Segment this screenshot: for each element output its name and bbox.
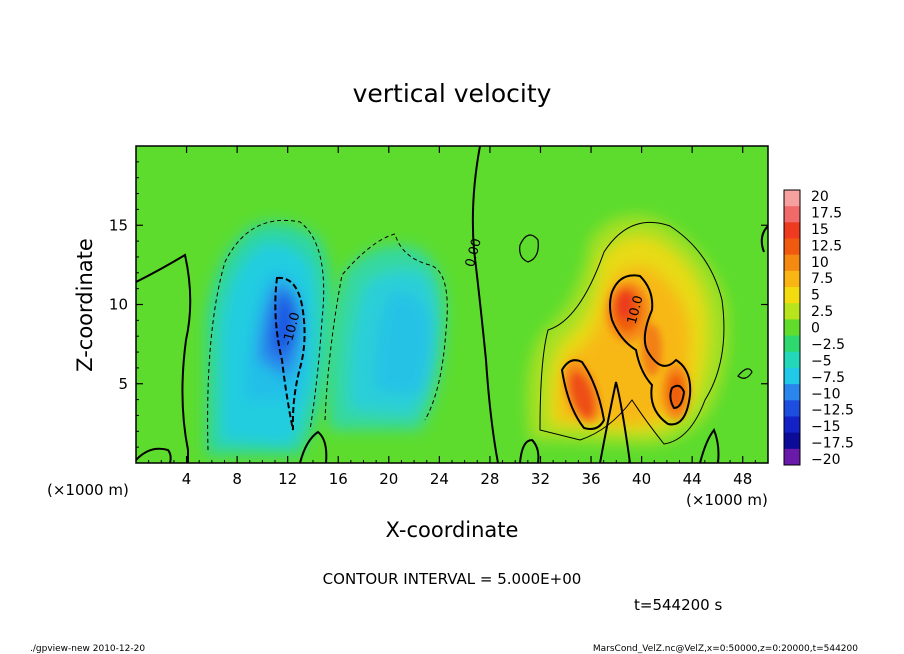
x-tick-label: 32 xyxy=(531,470,550,488)
colorbar-swatch xyxy=(784,448,800,466)
chart-title: vertical velocity xyxy=(353,79,552,108)
x-tick-label: 36 xyxy=(581,470,600,488)
colorbar-label: −2.5 xyxy=(811,337,845,353)
colorbar-swatch xyxy=(784,416,800,434)
zero-contour-left xyxy=(136,253,192,463)
colorbar-swatch xyxy=(784,222,800,239)
colorbar-swatch xyxy=(784,384,800,401)
x-tick-label: 44 xyxy=(683,470,702,488)
footer-right-text: MarsCond_VelZ.nc@VelZ,x=0:50000,z=0:2000… xyxy=(593,644,858,654)
colorbar-label: 15 xyxy=(811,222,829,238)
colorbar-swatch xyxy=(784,303,800,320)
x-tick-label: 24 xyxy=(430,470,449,488)
x-axis: 4 8 12 16 20 24 28 32 36 40 44 48 xyxy=(148,146,756,488)
x-axis-label: X-coordinate xyxy=(386,518,519,542)
negative-region-left xyxy=(206,222,334,455)
x-tick-label: 28 xyxy=(480,470,499,488)
colorbar-swatch xyxy=(784,400,800,417)
colorbar-label: 0 xyxy=(811,321,820,337)
colorbar-swatch xyxy=(784,254,800,272)
x-unit-left: (×1000 m) xyxy=(47,481,129,499)
colorbar-label: 10 xyxy=(811,255,829,271)
contour-label: 0.00 xyxy=(463,237,485,269)
colorbar-label: −17.5 xyxy=(811,436,854,452)
colorbar-frame xyxy=(783,189,801,466)
x-tick-label: 8 xyxy=(232,470,242,488)
colorbar-swatch xyxy=(784,238,800,256)
colorbar-label: 2.5 xyxy=(811,304,833,320)
colorbar-swatch xyxy=(784,319,800,336)
y-tick-label: 5 xyxy=(118,375,128,393)
colorbar-label: −10 xyxy=(811,386,841,402)
footer-left-text: ./gpview-new 2010-12-20 xyxy=(30,644,145,654)
y-tick-label: 10 xyxy=(109,296,128,314)
contour-label: 10.0 xyxy=(625,294,647,326)
colorbar-label: −5 xyxy=(811,353,832,369)
colorbar-swatch xyxy=(784,206,800,223)
colorbar-swatch xyxy=(784,432,800,450)
y-tick-label: 15 xyxy=(109,216,128,234)
colorbar-swatch xyxy=(784,335,800,353)
positive-contour-core-left xyxy=(560,359,606,430)
colorbar-label: 17.5 xyxy=(811,205,842,221)
x-tick-label: 20 xyxy=(379,470,398,488)
x-tick-label: 4 xyxy=(182,470,192,488)
positive-contour-core-upper xyxy=(609,274,692,426)
colorbar-swatch xyxy=(784,270,800,288)
contour-interval-text: CONTOUR INTERVAL = 5.000E+00 xyxy=(323,570,582,588)
y-axis-label: Z-coordinate xyxy=(73,238,97,372)
x-tick-label: 48 xyxy=(733,470,752,488)
x-tick-label: 16 xyxy=(329,470,348,488)
colorbar-swatch xyxy=(784,190,800,207)
colorbar-swatch xyxy=(784,367,800,385)
colorbar-swatch xyxy=(784,287,800,304)
colorbar-swatch xyxy=(784,351,800,369)
x-unit-right: (×1000 m) xyxy=(686,491,768,509)
colorbar-label: 12.5 xyxy=(811,238,842,254)
zero-contour-center xyxy=(471,146,499,463)
colorbar-label: 5 xyxy=(811,288,820,304)
colorbar-label: −12.5 xyxy=(811,403,854,419)
colorbar-label: −20 xyxy=(811,452,841,468)
negative-contour-core xyxy=(274,276,306,431)
colorbar-label: 20 xyxy=(811,189,829,205)
colorbar: 2017.51512.5107.552.50−2.5−5−7.5−10−12.5… xyxy=(783,189,854,468)
contour-lines xyxy=(136,146,768,463)
negative-contour-outer xyxy=(207,219,448,451)
colorbar-label: −7.5 xyxy=(811,370,845,386)
time-label: t=544200 s xyxy=(634,596,722,614)
y-axis: 5 10 15 xyxy=(109,161,768,448)
x-tick-label: 40 xyxy=(632,470,651,488)
colorbar-label: −15 xyxy=(811,419,841,435)
colorbar-label: 7.5 xyxy=(811,271,833,287)
x-tick-label: 12 xyxy=(278,470,297,488)
positive-contour-outer xyxy=(539,221,725,445)
negative-region-middle xyxy=(327,245,446,430)
